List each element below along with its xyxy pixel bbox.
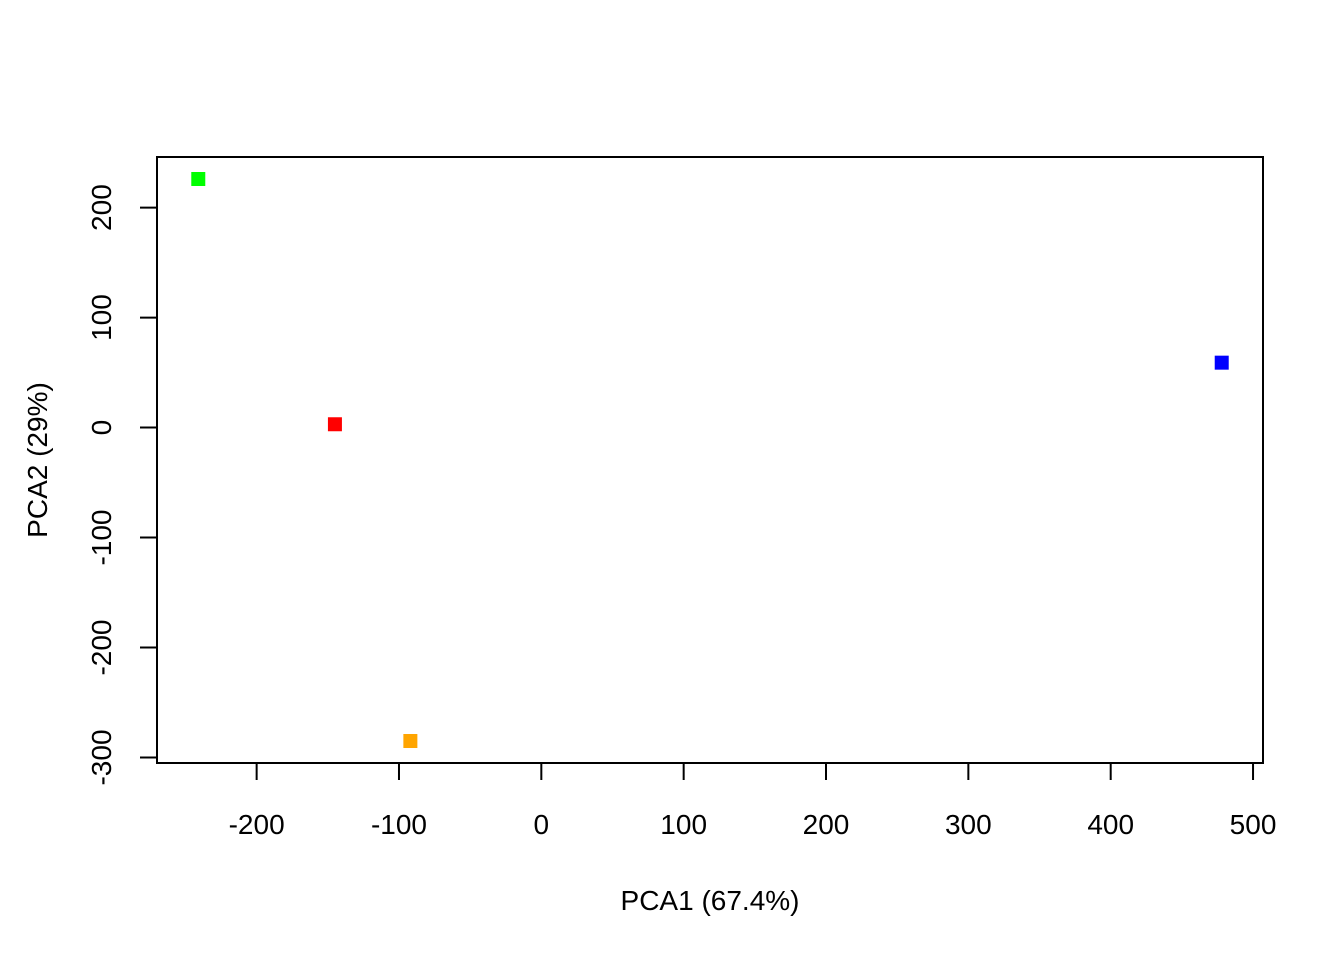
y-tick-label: 0 bbox=[86, 420, 117, 436]
x-tick-label: 0 bbox=[534, 809, 550, 840]
x-tick-label: 200 bbox=[803, 809, 850, 840]
x-tick-label: 500 bbox=[1230, 809, 1277, 840]
plot-frame bbox=[156, 156, 1264, 764]
x-axis: -200 -100 0 100 200 300 400 500 bbox=[229, 762, 1277, 840]
x-axis-title: PCA1 (67.4%) bbox=[621, 885, 800, 916]
x-tick-label: -100 bbox=[371, 809, 427, 840]
y-axis-title: PCA2 (29%) bbox=[22, 382, 53, 538]
data-point bbox=[1214, 355, 1229, 370]
y-axis: -300 -200 -100 0 100 200 bbox=[86, 184, 158, 786]
y-tick-label: -100 bbox=[86, 510, 117, 566]
y-tick-label: -200 bbox=[86, 619, 117, 675]
x-tick-label: 100 bbox=[660, 809, 707, 840]
data-points bbox=[191, 171, 1229, 749]
data-point bbox=[403, 734, 418, 749]
data-point bbox=[191, 171, 206, 186]
x-tick-label: -200 bbox=[229, 809, 285, 840]
x-tick-label: 300 bbox=[945, 809, 992, 840]
x-tick-label: 400 bbox=[1087, 809, 1134, 840]
y-tick-label: 200 bbox=[86, 184, 117, 231]
data-point bbox=[327, 417, 342, 432]
y-tick-label: 100 bbox=[86, 294, 117, 341]
y-tick-label: -300 bbox=[86, 729, 117, 785]
